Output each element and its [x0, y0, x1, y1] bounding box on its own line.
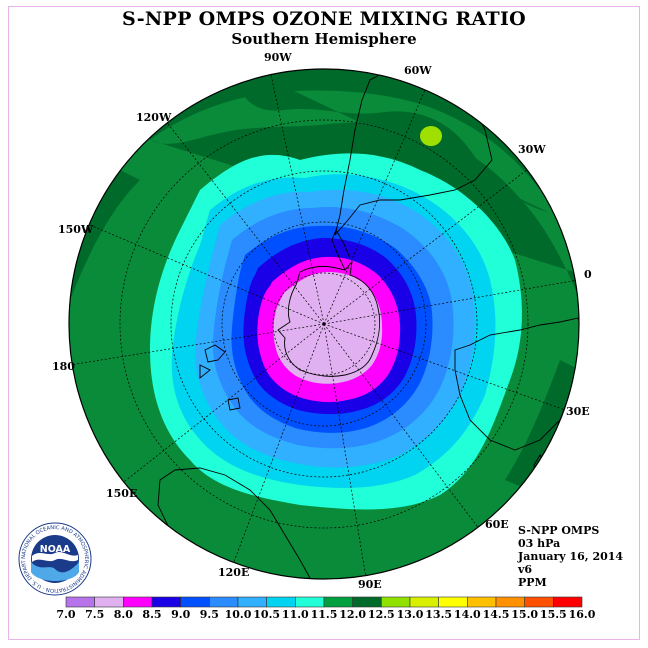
lon-label-0: 0	[584, 268, 592, 281]
colorbar-swatch	[323, 596, 353, 608]
lon-label-30w: 30W	[518, 143, 546, 156]
contour-7-5	[273, 272, 383, 384]
info-level: 03 hPa	[518, 537, 561, 550]
colorbar-tick-label: 12.5	[368, 608, 395, 621]
info-version: v6	[518, 563, 533, 576]
map-boundary	[68, 68, 580, 580]
map-subtitle: Southern Hemisphere	[231, 30, 417, 48]
colorbar-swatch	[524, 596, 554, 608]
antarctica-coast	[277, 260, 381, 377]
lon-label-60w: 60W	[404, 64, 432, 77]
colorbar-swatch	[209, 596, 239, 608]
logo-text: NOAA	[40, 544, 71, 555]
colorbar-tick-label: 10.5	[253, 608, 280, 621]
contour-12-5-peak	[420, 126, 442, 146]
lon-label-150e: 150E	[106, 487, 138, 500]
colorbar-swatch	[409, 596, 439, 608]
coastlines	[157, 69, 579, 579]
lon-label-90e: 90E	[358, 578, 382, 591]
colorbar-tick-label: 15.5	[540, 608, 567, 621]
contour-12-0-west	[69, 160, 140, 300]
info-units: PPM	[518, 576, 547, 589]
colorbar-swatch	[123, 596, 153, 608]
colorbar-tick-label: 8.0	[114, 608, 133, 621]
lon-label-180: 180	[52, 360, 75, 373]
antarctic-peninsula	[331, 228, 351, 271]
lon-label-90w: 90W	[264, 51, 292, 64]
colorbar-tick-label: 13.5	[425, 608, 452, 621]
lon-label-120w: 120W	[136, 111, 172, 124]
colorbar-tick-label: 9.5	[200, 608, 219, 621]
map-title: S-NPP OMPS OZONE MIXING RATIO	[121, 8, 527, 30]
colorbar-swatch	[295, 596, 325, 608]
new-zealand	[199, 344, 226, 379]
colorbar-tick-label: 12.0	[339, 608, 366, 621]
colorbar-tick-label: 14.0	[454, 608, 481, 621]
lon-label-150w: 150W	[58, 223, 94, 236]
colorbar-tick-label: 13.0	[397, 608, 424, 621]
colorbar-swatch	[151, 596, 181, 608]
colorbar-tick-label: 7.0	[56, 608, 75, 621]
colorbar-tick-label: 10.0	[225, 608, 252, 621]
figure-frame	[8, 6, 640, 640]
colorbar-tick-label: 7.5	[85, 608, 104, 621]
colorbar-tick-label: 8.5	[142, 608, 161, 621]
graticule	[69, 69, 579, 579]
tasmania	[227, 397, 241, 411]
colorbar-swatch	[94, 596, 124, 608]
colorbar-tick-label: 9.0	[171, 608, 190, 621]
colorbar-tick-label: 11.0	[282, 608, 309, 621]
lon-label-30e: 30E	[566, 405, 590, 418]
colorbar-swatch	[237, 596, 267, 608]
colorbar-swatch	[381, 596, 411, 608]
colorbar-swatch	[553, 596, 583, 608]
lon-label-120e: 120E	[218, 566, 250, 579]
colorbar-tick-label: 11.5	[311, 608, 338, 621]
colorbar-tick-label: 14.5	[483, 608, 510, 621]
colorbar-swatch	[180, 596, 210, 608]
colorbar-tick-label: 15.0	[511, 608, 538, 621]
info-block: S-NPP OMPS 03 hPa January 16, 2014 v6 PP…	[518, 524, 623, 589]
lon-label-60e: 60E	[485, 518, 509, 531]
colorbar-swatch	[266, 596, 296, 608]
colorbar-tick-label: 16.0	[569, 608, 596, 621]
colorbar-swatch	[352, 596, 382, 608]
ozone-contours	[69, 69, 579, 579]
colorbar-swatch	[438, 596, 468, 608]
info-date: January 16, 2014	[518, 550, 624, 563]
noaa-logo: NATIONAL OCEANIC AND ATMOSPHERIC ADMINIS…	[18, 522, 92, 596]
info-instrument: S-NPP OMPS	[518, 524, 600, 537]
colorbar-swatch	[467, 596, 497, 608]
colorbar-swatch	[495, 596, 525, 608]
colorbar-swatch	[65, 596, 95, 608]
